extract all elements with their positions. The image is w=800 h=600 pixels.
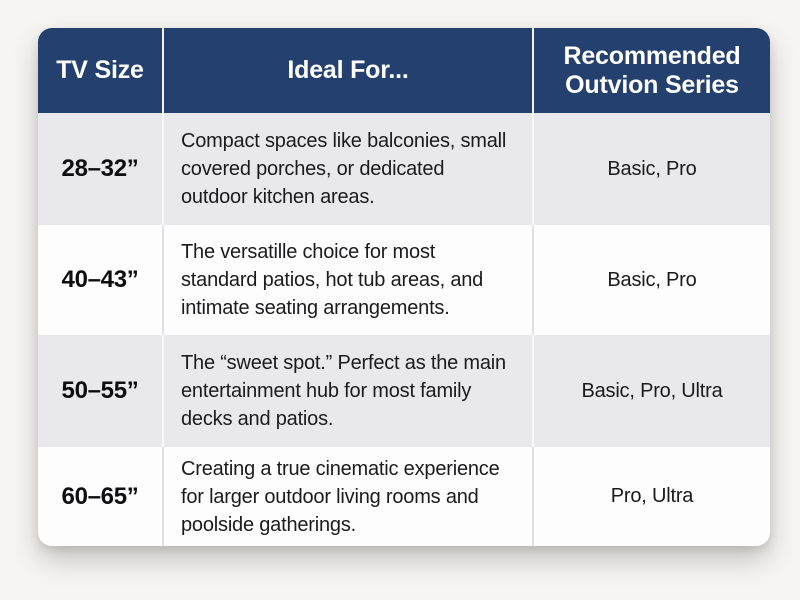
tv-size-cell: 40–43” [61,266,139,293]
tv-size-cell: 60–65” [61,482,139,510]
header-recommended-series: Recommended Outvion Series [532,28,770,113]
table-row: 50–55” The “sweet spot.” Perfect as the … [38,335,770,447]
table-header-row: TV Size Ideal For... Recommended Outvion… [38,28,770,113]
series-cell: Basic, Pro, Ultra [532,335,770,447]
table-row: 60–65” Creating a true cinematic experie… [38,447,770,546]
header-tv-size: TV Size [56,56,144,84]
ideal-for-cell: Creating a true cinematic experience for… [162,447,532,546]
table-row: 40–43” The versatille choice for most st… [38,225,770,335]
ideal-for-cell: The versatille choice for most standard … [162,225,532,335]
series-cell: Basic, Pro [532,113,770,225]
table-row: 28–32” Compact spaces like balconies, sm… [38,113,770,225]
ideal-for-cell: The “sweet spot.” Perfect as the main en… [162,335,532,447]
series-cell: Basic, Pro [532,225,770,335]
tv-size-cell: 50–55” [61,377,139,404]
series-cell: Pro, Ultra [532,447,770,546]
header-ideal-for: Ideal For... [162,28,532,113]
tv-size-comparison-table: TV Size Ideal For... Recommended Outvion… [38,28,770,546]
ideal-for-cell: Compact spaces like balconies, small cov… [162,113,532,225]
tv-size-cell: 28–32” [61,155,139,182]
